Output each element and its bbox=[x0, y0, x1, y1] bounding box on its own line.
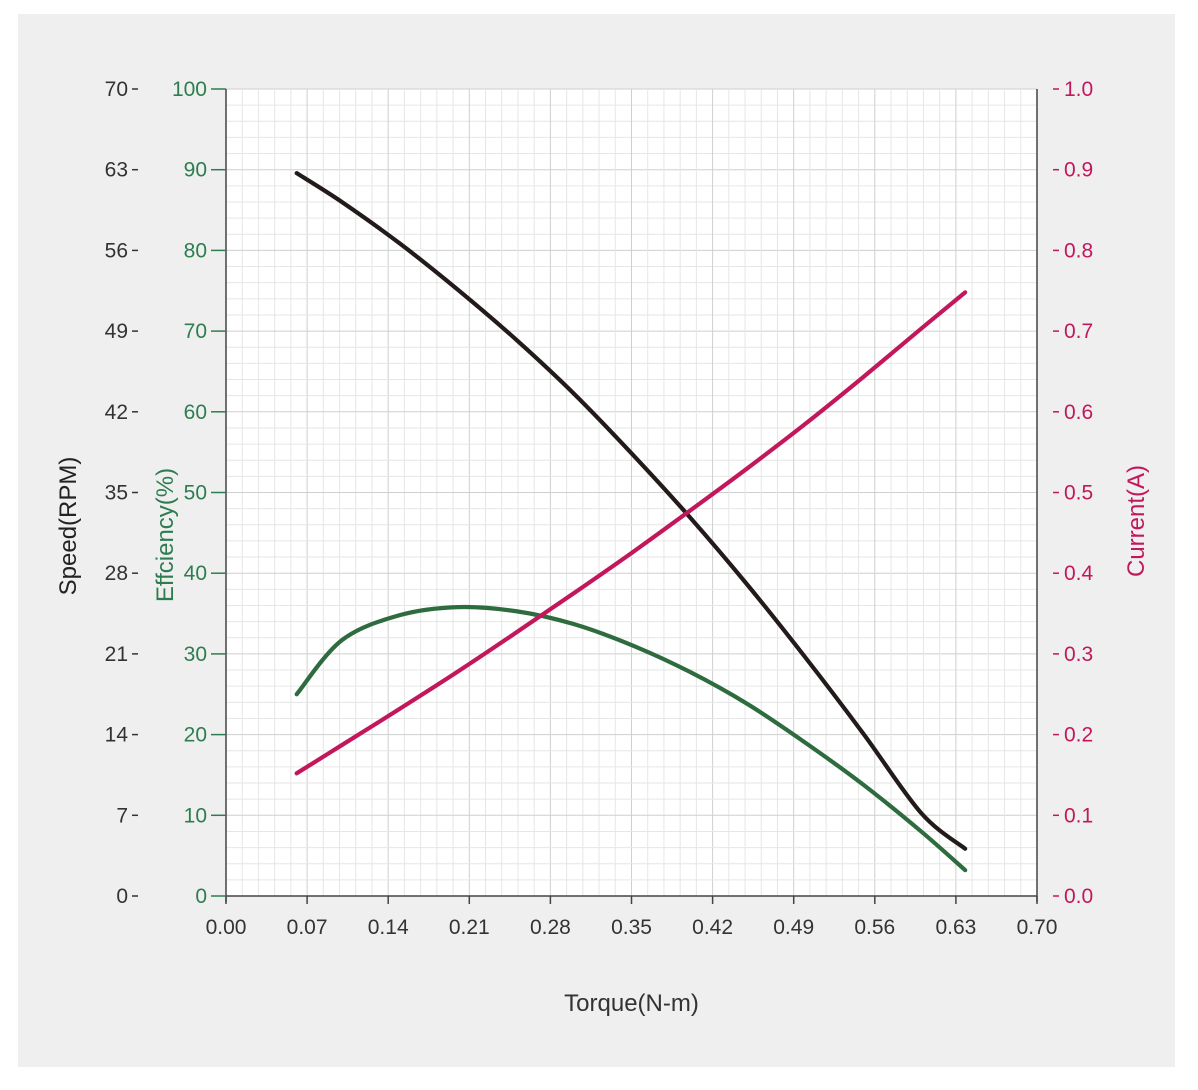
x-tick-label: 0.49 bbox=[773, 916, 814, 939]
efficiency-tick-label: 50 bbox=[184, 482, 207, 505]
speed-tick-label: 14 bbox=[105, 724, 129, 747]
x-axis-title: Torque(N-m) bbox=[564, 990, 699, 1017]
current-tick-label: 0.7 bbox=[1064, 320, 1093, 343]
x-tick-label: 0.70 bbox=[1017, 916, 1058, 939]
current-tick-label: 0.4 bbox=[1064, 562, 1094, 585]
labels-layer: 0.00 0.07 0.14 0.21 0.28 0.35 0.42 0.49 0.56 0.63… bbox=[55, 78, 1150, 1017]
x-tick-label: 0.07 bbox=[287, 916, 328, 939]
current-axis-title: Current(A) bbox=[1123, 465, 1150, 577]
current-tick-label: 0.8 bbox=[1064, 239, 1093, 262]
current-tick-label: 0.6 bbox=[1064, 401, 1093, 424]
grid-layer bbox=[225, 88, 1038, 897]
efficiency-tick-label: 40 bbox=[184, 562, 207, 585]
x-tick-label: 0.42 bbox=[692, 916, 733, 939]
speed-tick-label: 7 bbox=[116, 804, 128, 827]
efficiency-axis-title: Effciency(%) bbox=[152, 468, 179, 602]
current-tick-label: 0.2 bbox=[1064, 724, 1093, 747]
efficiency-tick-label: 70 bbox=[184, 320, 207, 343]
speed-tick-label: 21 bbox=[105, 643, 128, 666]
current-tick-label: 1.0 bbox=[1064, 78, 1093, 101]
efficiency-tick-label: 10 bbox=[184, 804, 207, 827]
series-layer bbox=[294, 171, 968, 873]
x-tick-label: 0.63 bbox=[935, 916, 976, 939]
x-tick-label: 0.35 bbox=[611, 916, 652, 939]
current-tick-label: 0.3 bbox=[1064, 643, 1093, 666]
efficiency-curve bbox=[294, 604, 968, 873]
chart-svg: 0.00 0.07 0.14 0.21 0.28 0.35 0.42 0.49 0.56 0.63… bbox=[55, 78, 1150, 1017]
speed-tick-label: 28 bbox=[105, 562, 128, 585]
current-tick-label: 0.5 bbox=[1064, 482, 1093, 505]
current-tick-label: 0.1 bbox=[1064, 804, 1093, 827]
chart-panel: 0.00 0.07 0.14 0.21 0.28 0.35 0.42 0.49 0.56 0.63… bbox=[18, 14, 1175, 1067]
efficiency-tick-label: 90 bbox=[184, 159, 207, 182]
speed-axis-title: Speed(RPM) bbox=[55, 457, 82, 596]
efficiency-tick-label: 20 bbox=[184, 724, 207, 747]
speed-tick-label: 49 bbox=[105, 320, 128, 343]
current-tick-label: 0.0 bbox=[1064, 885, 1093, 908]
speed-tick-label: 63 bbox=[105, 159, 128, 182]
efficiency-tick-label: 80 bbox=[184, 239, 207, 262]
speed-tick-label: 35 bbox=[105, 482, 128, 505]
efficiency-tick-label: 30 bbox=[184, 643, 207, 666]
efficiency-tick-label: 60 bbox=[184, 401, 207, 424]
speed-tick-label: 42 bbox=[105, 401, 128, 424]
current-curve bbox=[294, 290, 968, 776]
axes-layer bbox=[132, 88, 1059, 904]
x-tick-label: 0.28 bbox=[530, 916, 571, 939]
speed-tick-label: 56 bbox=[105, 239, 128, 262]
efficiency-tick-label: 100 bbox=[172, 78, 207, 101]
x-tick-label: 0.14 bbox=[368, 916, 409, 939]
current-tick-label: 0.9 bbox=[1064, 159, 1093, 182]
speed-tick-label: 70 bbox=[105, 78, 128, 101]
x-tick-label: 0.21 bbox=[449, 916, 490, 939]
efficiency-tick-label: 0 bbox=[195, 885, 207, 908]
x-tick-label: 0.56 bbox=[854, 916, 895, 939]
speed-tick-label: 0 bbox=[116, 885, 128, 908]
x-tick-label: 0.00 bbox=[206, 916, 247, 939]
speed-curve bbox=[294, 171, 968, 851]
